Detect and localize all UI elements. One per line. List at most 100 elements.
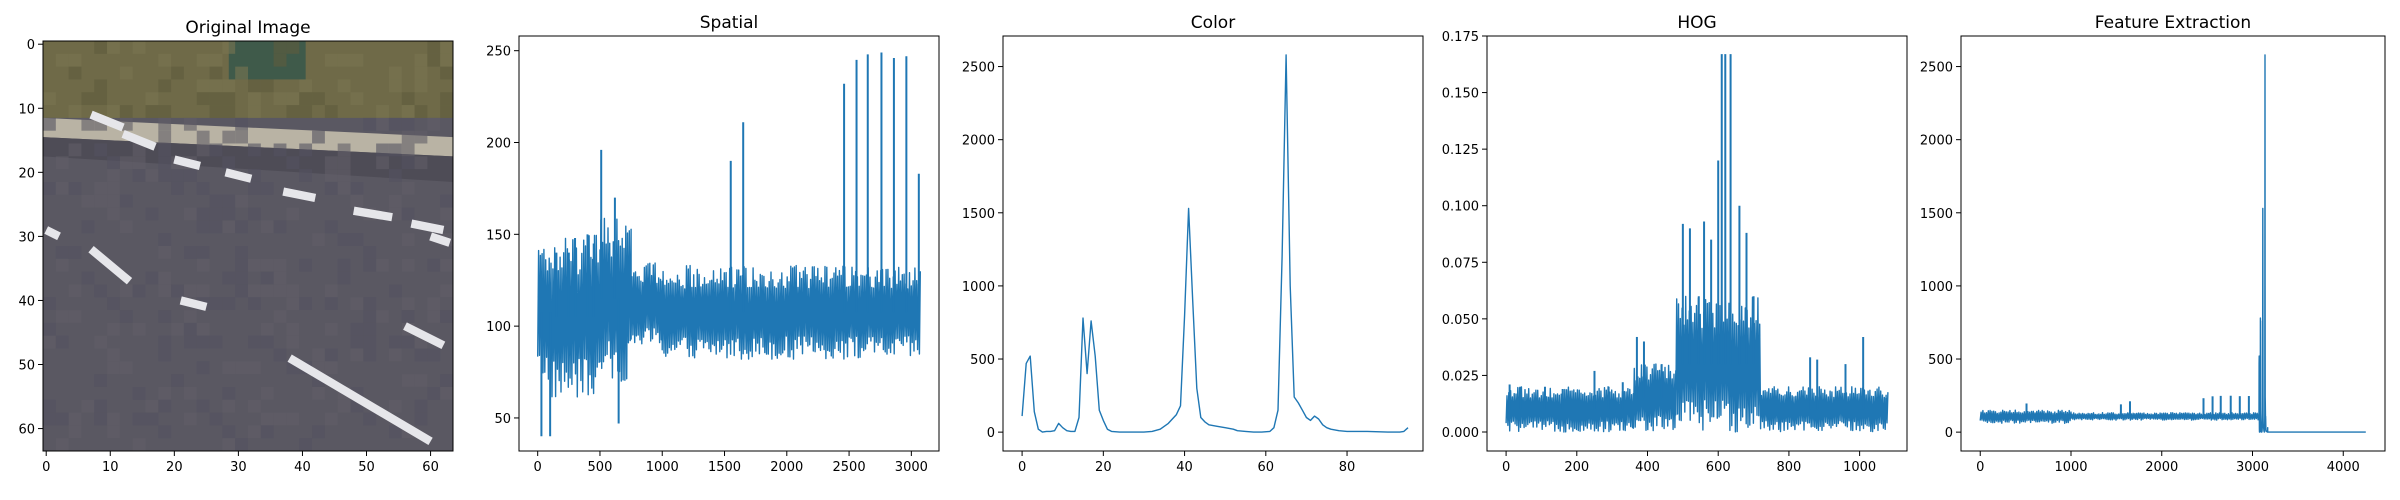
image-pixel [235, 194, 248, 208]
x-tick-label: 30 [230, 460, 247, 475]
y-tick-label: 250 [486, 45, 511, 60]
image-pixel [388, 348, 402, 362]
image-pixel [363, 258, 377, 272]
image-pixel [248, 335, 261, 349]
image-pixel [158, 53, 172, 67]
image-pixel [81, 399, 95, 413]
image-pixel [209, 220, 223, 234]
image-pixel [158, 399, 172, 413]
image-pixel [158, 169, 172, 182]
image-pixel [350, 92, 364, 106]
image-pixel [260, 386, 274, 400]
image-pixel [209, 297, 223, 311]
image-pixel [196, 181, 210, 195]
image-pixel [388, 425, 402, 439]
image-pixel [350, 194, 364, 208]
image-pixel [350, 233, 364, 246]
lane-marking [224, 168, 253, 183]
image-pixel [43, 117, 56, 131]
image-pixel [235, 220, 248, 234]
image-pixel [376, 310, 389, 323]
x-tick-label: 600 [1706, 460, 1731, 475]
y-tick-label: 50 [18, 359, 35, 374]
x-tick-label: 60 [422, 460, 439, 475]
x-tick-label: 1000 [2054, 460, 2087, 475]
image-pixel [132, 143, 146, 157]
image-pixel [299, 297, 313, 311]
image-pixel [273, 348, 287, 362]
image-pixel [55, 438, 69, 451]
image-pixel [132, 386, 146, 400]
image-pixel [388, 284, 402, 298]
original-image-title: Original Image [185, 18, 310, 38]
image-pixel [248, 258, 261, 272]
y-tick-label: 200 [486, 137, 511, 152]
image-pixel [299, 143, 313, 157]
color-title: Color [1191, 13, 1235, 33]
image-pixel [376, 156, 389, 170]
color-histogram-line [1021, 54, 1409, 433]
feature-vector-line [1979, 54, 2366, 433]
image-pixel [286, 322, 300, 336]
image-pixel [440, 310, 453, 323]
image-pixel [337, 53, 351, 67]
lane-marking [121, 130, 157, 151]
image-pixel [94, 399, 108, 413]
y-tick-label: 50 [494, 412, 511, 427]
image-pixel [414, 348, 428, 362]
spatial-y-ticks: 50 100 150 200 250 [486, 45, 519, 427]
x-tick-label: 200 [1564, 460, 1589, 475]
y-tick-label: 20 [18, 166, 35, 181]
x-tick-label: 3000 [2236, 460, 2269, 475]
image-pixel [401, 310, 415, 323]
image-pixel [299, 79, 313, 93]
image-pixel [196, 399, 210, 413]
image-pixel [55, 412, 69, 426]
y-tick-label: 150 [486, 228, 511, 243]
image-pixel [196, 322, 210, 336]
image-pixel [376, 143, 389, 157]
image-pixel [107, 181, 120, 195]
image-pixel [235, 130, 248, 144]
image-pixel [171, 169, 184, 182]
image-pixel [196, 130, 210, 144]
image-pixel [158, 233, 172, 246]
image-pixel [68, 412, 82, 426]
y-tick-label: 1000 [962, 280, 995, 295]
y-tick-label: 0.125 [1442, 143, 1479, 158]
x-tick-label: 800 [1777, 460, 1802, 475]
image-pixel [171, 66, 184, 80]
image-pixel [299, 438, 313, 451]
y-tick-label: 2000 [962, 134, 995, 149]
image-pixel [401, 233, 415, 246]
image-pixel [145, 399, 159, 413]
image-pixel [222, 194, 236, 208]
image-pixel [273, 41, 287, 54]
image-pixel [158, 246, 172, 259]
y-tick-label: 0.175 [1442, 30, 1479, 45]
image-pixel [401, 207, 415, 221]
image-pixel [273, 258, 287, 272]
image-pixel [440, 374, 453, 387]
image-pixel [158, 143, 172, 157]
image-pixel [273, 220, 287, 234]
image-pixel [119, 310, 133, 323]
hog-frame [1486, 35, 1908, 452]
image-pixel [427, 348, 441, 362]
image-pixel [427, 41, 441, 54]
image-pixel [183, 310, 197, 323]
hog-y-ticks: 0.000 0.025 0.050 0.075 0.100 0.125 0.150 0.175 [1442, 30, 1487, 441]
image-pixel [248, 181, 261, 195]
x-tick-label: 2000 [2145, 460, 2178, 475]
y-tick-label: 500 [970, 353, 995, 368]
image-pixel [196, 246, 210, 259]
image-pixel [324, 297, 338, 311]
image-pixel [196, 143, 210, 157]
image-pixel [440, 92, 453, 106]
x-tick-label: 0 [42, 460, 50, 475]
image-pixel [94, 335, 108, 349]
image-pixel [196, 284, 210, 298]
x-tick-label: 20 [1095, 460, 1112, 475]
image-pixel [350, 53, 364, 67]
image-pixel [401, 258, 415, 272]
